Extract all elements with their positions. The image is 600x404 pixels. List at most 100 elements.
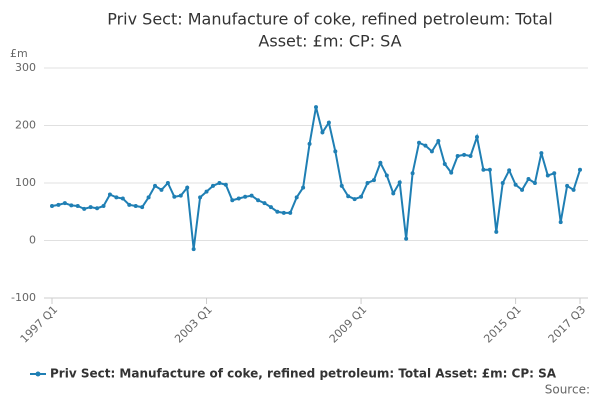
point [75,204,80,208]
point [320,130,325,135]
chart-title: Priv Sect: Manufacture of coke, refined … [107,10,553,29]
x-tick-label: 2009 Q1 [327,303,370,346]
point [262,201,267,206]
point [50,204,54,208]
x-tick-label: 1997 Q1 [18,303,61,346]
point [397,180,402,185]
point [494,229,499,234]
point [243,194,248,199]
point [185,185,190,190]
y-tick-label: 0 [29,234,36,247]
point [146,195,151,200]
point [417,140,422,145]
point [378,160,383,165]
point [481,167,486,172]
point [114,195,119,200]
point [153,183,158,188]
point [565,183,570,188]
point [69,203,74,208]
point [140,205,145,210]
point [133,204,138,208]
point [539,151,544,156]
legend-label: Priv Sect: Manufacture of coke, refined … [50,367,557,381]
point [352,197,357,202]
point [468,153,473,158]
point [236,196,241,201]
point [507,168,512,173]
point [449,170,454,175]
point [552,171,557,176]
point [578,167,582,172]
point [429,149,434,154]
point [198,195,203,200]
x-tick-label: 2003 Q1 [172,303,215,346]
point [558,220,563,225]
point [526,176,531,181]
x-tick-label: 2017 Q3 [546,303,589,346]
point [82,206,87,211]
point [462,152,467,157]
point [500,181,505,185]
point [165,181,170,185]
point [88,205,93,210]
source: Source: [545,383,590,397]
point [474,135,479,139]
point [513,182,518,187]
point [487,167,492,172]
point [442,162,447,167]
point [127,202,132,207]
point [326,120,331,125]
point [532,181,537,185]
y-tick-label: 100 [15,176,36,189]
point [520,187,525,192]
point [423,143,428,148]
y-axis-label: £m [10,47,28,60]
point [410,171,415,176]
point [371,178,376,183]
point [256,198,261,203]
legend-marker [35,371,41,377]
point [294,195,299,200]
point [172,194,177,199]
point [384,173,389,178]
point [95,206,100,211]
point [191,247,196,252]
point [217,181,222,185]
point [62,201,67,206]
y-tick-label: 300 [15,61,36,74]
y-tick-label: 200 [15,119,36,132]
point [268,205,273,210]
point [56,202,61,207]
point [230,198,235,203]
point [101,204,106,208]
point [223,182,228,187]
x-tick-label: 2015 Q1 [481,303,524,346]
point [391,191,396,196]
point [301,185,306,190]
series-line [51,106,581,250]
point [178,193,183,198]
point [455,153,460,158]
point [339,183,344,188]
point [210,183,215,188]
point [288,210,293,215]
point [120,196,125,201]
point [307,141,312,146]
point [359,194,364,199]
point [571,187,576,192]
point [365,181,370,185]
point [404,236,409,241]
point [436,139,441,144]
point [204,189,209,194]
point [545,173,550,178]
point [249,193,254,198]
chart-title: Asset: £m: CP: SA [258,32,401,51]
point [333,149,338,154]
point [346,194,351,199]
y-tick-label: -100 [11,291,36,304]
point [314,105,318,110]
point [275,209,280,214]
point [159,187,164,192]
point [107,192,112,197]
